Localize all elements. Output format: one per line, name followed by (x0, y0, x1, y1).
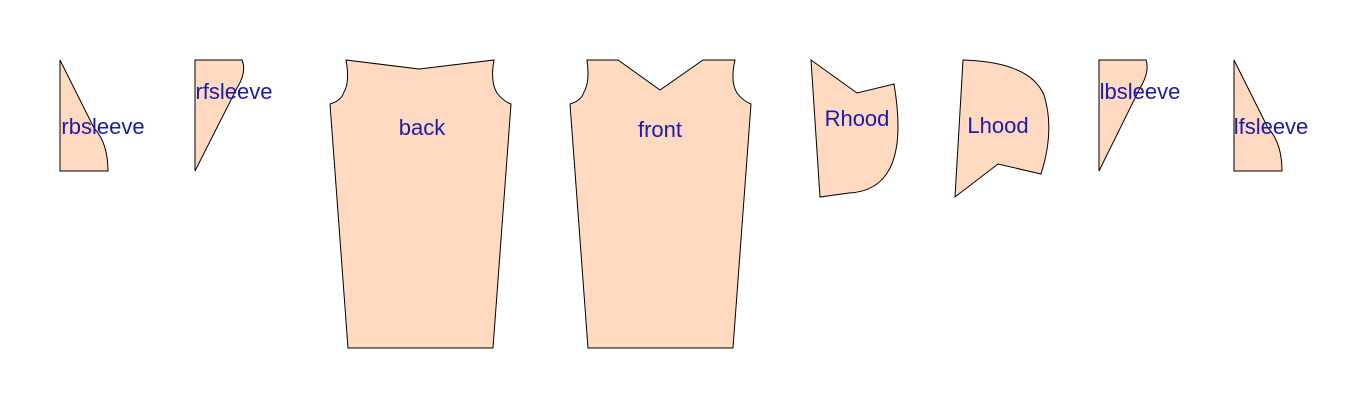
rhood-label: Rhood (825, 106, 890, 131)
piece-lfsleeve: lfsleeve (1233, 59, 1309, 172)
back-shape (329, 59, 512, 349)
rbsleeve-label: rbsleeve (61, 114, 144, 139)
lfsleeve-label: lfsleeve (1234, 114, 1309, 139)
back-label: back (399, 115, 446, 140)
lbsleeve-label: lbsleeve (1100, 79, 1181, 104)
lhood-shape (954, 59, 1050, 199)
piece-rhood: Rhood (810, 58, 899, 198)
piece-rfsleeve: rfsleeve (194, 59, 273, 172)
piece-lbsleeve: lbsleeve (1098, 59, 1181, 172)
lhood-label: Lhood (967, 113, 1028, 138)
lfsleeve-shape (1233, 59, 1283, 172)
piece-front: front (569, 59, 752, 349)
piece-lhood: Lhood (954, 59, 1050, 199)
front-shape (569, 59, 752, 349)
front-label: front (638, 117, 682, 142)
piece-back: back (329, 59, 512, 349)
rfsleeve-label: rfsleeve (195, 79, 272, 104)
piece-rbsleeve: rbsleeve (59, 59, 145, 172)
rfsleeve-shape (194, 59, 245, 172)
rhood-shape (810, 58, 899, 198)
rbsleeve-shape (59, 59, 109, 172)
lbsleeve-shape (1098, 59, 1148, 172)
